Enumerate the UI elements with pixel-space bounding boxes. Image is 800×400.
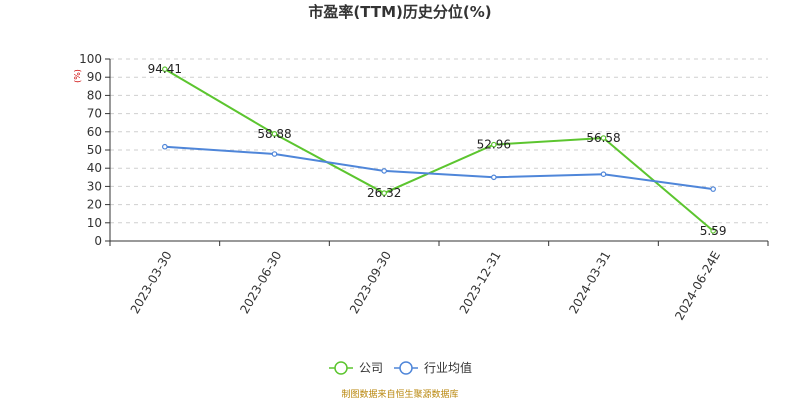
point-industry-1 <box>271 151 278 157</box>
y-tick-labels: 0 10 20 30 40 50 60 70 80 90 100 <box>79 52 110 248</box>
x-tick-label-3: 2023-12-31 <box>457 249 504 316</box>
point-company-3 <box>491 141 497 148</box>
data-label-company-4: 56.58 <box>586 131 620 145</box>
y-tick-label-80: 80 <box>87 88 102 102</box>
data-label-company-1: 58.88 <box>257 127 291 141</box>
legend-item-industry[interactable]: 行业均值 <box>394 360 472 375</box>
point-company-2 <box>381 190 387 196</box>
data-label-company-3: 52.96 <box>477 138 511 152</box>
data-source-note: 制图数据来自恒生聚源数据库 <box>341 388 458 400</box>
chart-title: 市盈率(TTM)历史分位(%) <box>308 3 491 21</box>
point-company-1 <box>271 131 278 137</box>
point-industry-3 <box>491 174 497 181</box>
y-tick-label-100: 100 <box>79 52 102 66</box>
y-tick-label-10: 10 <box>87 216 102 230</box>
data-labels: 94.41 58.88 26.32 52.96 56.58 5.59 <box>148 62 727 238</box>
point-industry-4 <box>600 171 607 178</box>
x-tick-label-2: 2023-09-30 <box>347 249 394 316</box>
y-tick-label-30: 30 <box>87 179 102 193</box>
legend-industry-marker <box>399 361 413 375</box>
data-label-company-0: 94.41 <box>148 62 182 76</box>
series-line-company <box>164 68 714 232</box>
y-axis-unit: (%) <box>73 69 82 83</box>
x-tick-label-0: 2023-03-30 <box>128 249 175 316</box>
series-lines <box>162 66 716 234</box>
legend: 公司 行业均值 <box>329 360 472 375</box>
data-label-company-5: 5.59 <box>700 224 727 238</box>
y-tick-label-50: 50 <box>87 143 102 157</box>
y-tick-label-70: 70 <box>87 107 102 121</box>
legend-company-label: 公司 <box>359 361 383 375</box>
point-industry-0 <box>162 143 168 150</box>
point-company-4 <box>600 135 607 141</box>
x-tick-label-5: 2024-06-24E <box>672 249 723 323</box>
point-company-0 <box>162 66 168 72</box>
series-line-industry <box>164 145 714 191</box>
y-tick-label-40: 40 <box>87 161 102 175</box>
x-tick-label-1: 2023-06-30 <box>237 249 284 316</box>
point-industry-2 <box>381 168 387 174</box>
x-tick-label-4: 2024-03-31 <box>566 249 613 316</box>
grid-lines <box>110 58 768 224</box>
point-company-5 <box>710 228 716 234</box>
y-tick-label-0: 0 <box>94 234 102 248</box>
data-label-company-2: 26.32 <box>367 186 401 200</box>
y-tick-label-20: 20 <box>87 198 102 212</box>
x-tick-labels: 2023-03-30 2023-06-30 2023-09-30 2023-12-31… <box>109 241 769 323</box>
legend-item-company[interactable]: 公司 <box>329 361 383 375</box>
legend-industry-label: 行业均值 <box>424 360 472 375</box>
y-tick-label-90: 90 <box>87 70 102 84</box>
y-tick-label-60: 60 <box>87 125 102 139</box>
point-industry-5 <box>710 186 716 192</box>
legend-company-marker <box>334 361 348 375</box>
